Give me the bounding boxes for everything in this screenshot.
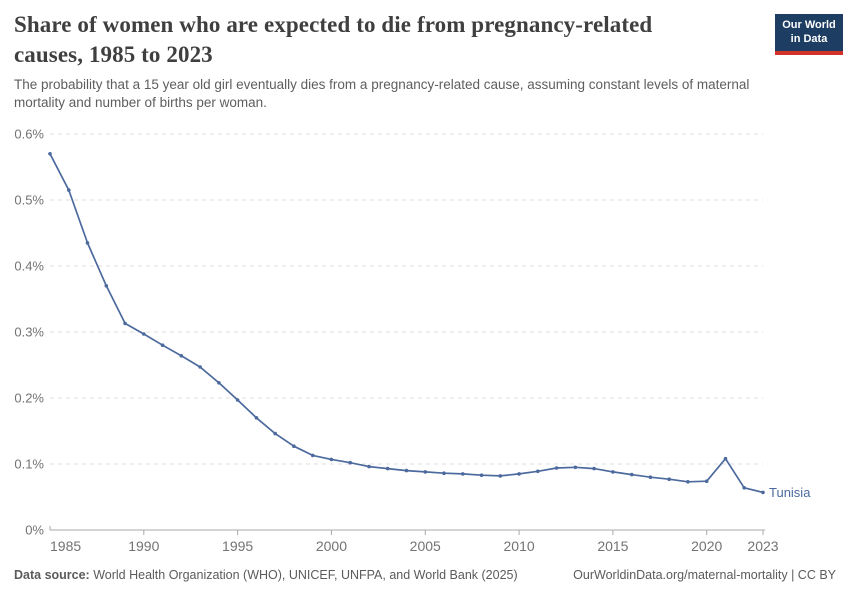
chart-footer: Data source: World Health Organization (…: [14, 568, 836, 582]
data-point-1991: [160, 343, 165, 348]
x-axis-tick-label: 1985: [50, 538, 81, 554]
page-title: Share of women who are expected to die f…: [14, 10, 714, 70]
data-point-1987: [85, 241, 90, 245]
x-axis-tick-label: 2020: [691, 538, 722, 554]
data-point-1986: [67, 188, 71, 192]
owid-logo-line-1: Our World: [782, 19, 836, 31]
data-source-label: Data source:: [14, 568, 90, 582]
data-point-2019: [686, 480, 690, 484]
y-axis-tick-label: 0.2%: [14, 391, 44, 406]
owid-logo-stripe: [775, 50, 843, 55]
data-point-2001: [348, 460, 353, 465]
attribution-link[interactable]: OurWorldinData.org/maternal-mortality | …: [573, 568, 836, 582]
y-axis-tick-label: 0.6%: [14, 127, 44, 142]
title-line-2: causes, 1985 to 2023: [14, 41, 213, 67]
data-point-2002: [367, 464, 371, 469]
chart-subtitle: The probability that a 15 year old girl …: [14, 77, 750, 111]
data-point-1994: [217, 381, 221, 385]
y-axis-tick-label: 0.3%: [14, 325, 44, 340]
y-axis-tick-label: 0%: [25, 523, 44, 538]
data-point-2006: [442, 471, 446, 476]
data-point-2016: [629, 472, 634, 477]
series-line-tunisia: [49, 152, 764, 494]
data-point-1989: [123, 321, 127, 326]
data-point-1993: [198, 365, 202, 369]
data-point-1999: [310, 453, 315, 458]
data-point-1996: [254, 416, 259, 420]
data-point-2018: [667, 477, 671, 482]
data-point-2004: [404, 468, 409, 473]
data-point-2013: [573, 465, 578, 470]
data-source-text: World Health Organization (WHO), UNICEF,…: [89, 568, 518, 582]
data-point-2014: [592, 466, 596, 471]
data-point-2015: [611, 470, 615, 474]
data-point-1992: [179, 354, 184, 358]
data-point-2010: [517, 472, 521, 476]
data-point-2005: [423, 470, 428, 474]
data-point-2009: [498, 474, 503, 478]
x-axis-tick-label: 2000: [316, 538, 347, 554]
data-point-2020: [704, 479, 709, 484]
data-point-2021: [723, 456, 728, 461]
data-point-1988: [104, 284, 109, 288]
data-point-1995: [235, 398, 240, 402]
data-point-2012: [554, 466, 559, 470]
data-point-1990: [142, 332, 146, 336]
data-source-note: Data source: World Health Organization (…: [14, 568, 518, 582]
data-point-2003: [385, 466, 390, 471]
series-label-tunisia[interactable]: Tunisia: [769, 485, 811, 500]
data-point-2011: [536, 469, 540, 474]
owid-logo-text: Our World in Data: [775, 14, 843, 51]
data-point-1985: [48, 152, 52, 156]
data-point-2023: [761, 490, 765, 495]
x-axis-tick-label: 2015: [597, 538, 628, 554]
y-axis-tick-label: 0.5%: [14, 193, 44, 208]
data-point-2000: [329, 457, 334, 462]
x-axis-tick-label: 2005: [410, 538, 441, 554]
x-axis-tick-label: 2010: [504, 538, 535, 554]
owid-logo: Our World in Data: [775, 14, 843, 55]
data-point-2022: [742, 486, 746, 490]
title-line-1: Share of women who are expected to die f…: [14, 12, 653, 37]
y-axis-tick-label: 0.1%: [14, 457, 44, 472]
x-axis-tick-label: 2023: [747, 538, 778, 554]
y-axis-tick-label: 0.4%: [14, 259, 44, 274]
data-point-2007: [461, 472, 465, 476]
data-point-2017: [648, 475, 653, 480]
x-axis-tick-label: 1990: [128, 538, 159, 554]
x-axis-tick-label: 1995: [222, 538, 253, 554]
data-point-2008: [479, 473, 484, 478]
data-point-1997: [273, 431, 278, 436]
owid-logo-line-2: in Data: [790, 32, 828, 45]
data-point-1998: [292, 444, 296, 449]
